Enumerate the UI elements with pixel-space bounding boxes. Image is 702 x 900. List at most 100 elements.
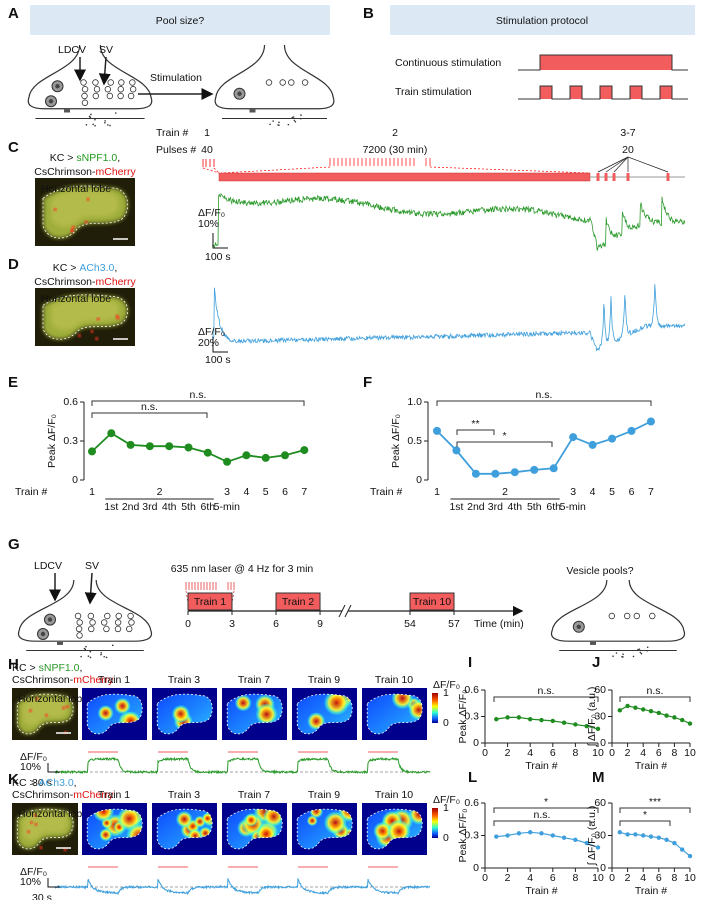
bracket	[91, 400, 305, 406]
sv	[126, 625, 133, 633]
mean-line	[619, 705, 691, 725]
driver: KC >	[50, 152, 74, 164]
scale-label: 30 s	[32, 892, 52, 900]
mean-point	[625, 832, 630, 837]
y-tick-label: 0.3	[464, 829, 479, 841]
roi-outline	[86, 693, 143, 735]
mean-point	[242, 451, 251, 460]
x-tick-label: 4	[243, 486, 249, 498]
significance-label: n.s.	[536, 389, 553, 401]
heatmap-hotspot	[255, 703, 278, 726]
trace	[211, 193, 686, 251]
colorbar	[432, 693, 438, 723]
significance-label: n.s.	[141, 401, 158, 413]
colorbar-tick-label: 1	[443, 802, 449, 814]
sv	[104, 86, 112, 93]
colorbar-tick-label: 0	[443, 717, 449, 729]
region-label: Horizontal lobe	[41, 293, 111, 305]
mean-point	[530, 465, 539, 474]
release-dot	[278, 121, 280, 124]
micrograph-signal	[22, 812, 68, 841]
panel-label: L	[468, 769, 477, 786]
x-tick-label: 0	[609, 747, 615, 759]
mcherry-dot	[39, 846, 43, 850]
mean-point	[165, 442, 174, 451]
mcherry-dot	[44, 713, 49, 717]
mcherry-dot	[29, 820, 34, 825]
heatmap-content	[87, 809, 143, 849]
panel-label: E	[8, 374, 18, 391]
mean-point	[433, 426, 441, 435]
y-tick-label: 30	[594, 829, 606, 841]
mcherry-dot	[86, 197, 90, 201]
sub-tick-label: 5th	[181, 501, 196, 513]
receptor	[64, 109, 70, 113]
y-axis-label: Peak ΔF/F₀	[46, 414, 58, 468]
sv	[93, 86, 101, 93]
stim-block	[540, 55, 672, 70]
image-label: Train 7	[238, 674, 270, 686]
release-dot	[100, 653, 102, 656]
train-number: 3-7	[620, 127, 635, 139]
x-axis-label: Train #	[635, 760, 667, 772]
mean-point	[573, 722, 578, 727]
genotype: CsChrimson-mCherry	[12, 789, 114, 801]
mean-point	[573, 837, 578, 843]
mcherry-dot	[115, 314, 119, 318]
x-tick-label: 4	[590, 486, 596, 498]
mean-line	[496, 831, 599, 848]
x-tick-label: 6	[282, 486, 288, 498]
sensor: sNPF1.0	[39, 662, 80, 674]
sv	[76, 632, 83, 639]
mcherry-dot	[77, 334, 82, 338]
mean-point	[633, 832, 638, 837]
mean-point	[126, 440, 135, 449]
stim-pulse	[630, 86, 642, 99]
separator: ,	[80, 662, 83, 674]
connector	[429, 166, 591, 174]
heatmap-hotspot	[97, 705, 114, 722]
protocol-label: Continuous stimulation	[395, 57, 501, 69]
stim-pulse	[604, 173, 608, 181]
roi-outline	[296, 693, 353, 735]
release-dot	[107, 124, 109, 126]
scale-bar	[47, 878, 60, 888]
roi-outline	[86, 808, 143, 850]
x-tick-label: 5	[609, 486, 615, 498]
x-tick-label: 0	[482, 872, 488, 884]
time-axis-label: Time (min)	[474, 618, 524, 630]
sv	[649, 612, 656, 620]
sv	[107, 79, 114, 86]
x-tick-label: 6	[656, 747, 662, 759]
release-dot	[639, 651, 642, 654]
sv	[106, 92, 114, 100]
scale-bar	[47, 763, 60, 773]
receptor	[57, 641, 63, 645]
mcherry-dot	[28, 708, 33, 713]
significance-label: *	[643, 809, 647, 821]
heatmap-hotspot	[306, 815, 318, 827]
sv	[129, 79, 136, 86]
x-tick-label: 4	[527, 872, 533, 884]
scale-label: 100 s	[205, 251, 231, 263]
panel-label: G	[8, 536, 20, 553]
row-header: Train #	[156, 127, 188, 139]
x-tick-label: 0	[482, 747, 488, 759]
release-dot	[622, 656, 624, 658]
micrograph-signal	[51, 298, 120, 330]
roi-outline	[366, 808, 423, 850]
mean-point	[550, 718, 555, 724]
mean-point	[656, 710, 661, 716]
sv	[127, 612, 134, 620]
image-label: Train 3	[168, 674, 200, 686]
release-dot	[111, 644, 114, 647]
heatmap-hotspot	[99, 828, 113, 842]
connector	[202, 167, 220, 174]
sub-tick-label: 6th	[546, 501, 561, 513]
y-tick-label: 0.6	[464, 797, 479, 809]
release-dot	[100, 652, 103, 654]
mean-point	[569, 433, 578, 442]
panel-label: B	[363, 5, 374, 22]
release-dot	[89, 656, 92, 659]
